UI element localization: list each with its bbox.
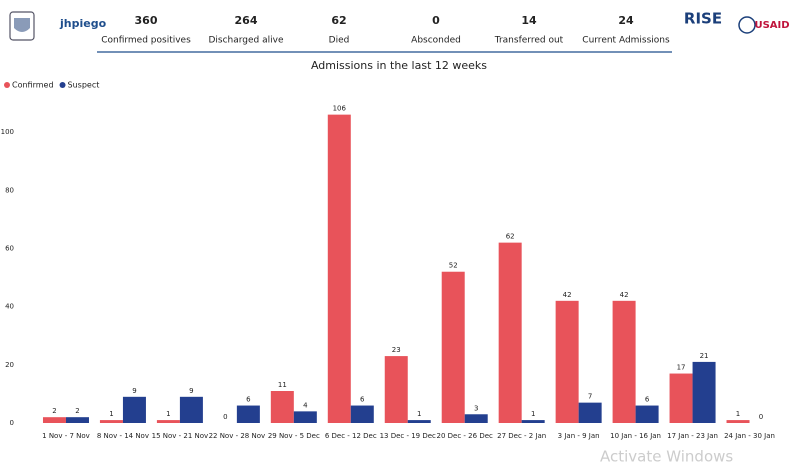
legend-label: Confirmed — [12, 81, 54, 90]
logo-text: RISE — [684, 10, 722, 28]
bar — [555, 300, 579, 423]
value-label: 9 — [132, 387, 136, 395]
value-label: 52 — [449, 262, 458, 270]
y-tick-label: 20 — [5, 361, 14, 369]
bar — [407, 420, 431, 423]
value-label: 7 — [588, 393, 592, 401]
value-label: 0 — [759, 413, 763, 421]
value-label: 4 — [303, 401, 308, 409]
value-label: 3 — [474, 404, 478, 412]
bar — [293, 411, 317, 423]
bar — [464, 414, 488, 423]
logo-text: jhpiego — [59, 17, 107, 30]
value-label: 21 — [700, 352, 709, 360]
value-label: 62 — [506, 233, 515, 241]
value-label: 11 — [278, 381, 287, 389]
logo-text: USAID — [754, 20, 789, 31]
x-tick-label: 6 Dec - 12 Dec — [325, 432, 377, 440]
kpi-value: 264 — [235, 14, 258, 27]
x-tick-label: 17 Jan - 23 Jan — [667, 432, 718, 440]
y-tick-label: 60 — [5, 244, 14, 252]
value-label: 23 — [392, 346, 401, 354]
watermark: Activate Windows — [600, 448, 733, 463]
value-label: 42 — [620, 291, 629, 299]
bar — [327, 114, 351, 424]
value-label: 9 — [189, 387, 193, 395]
kpi-value: 360 — [135, 14, 158, 27]
bar — [692, 361, 716, 423]
value-label: 1 — [109, 410, 113, 418]
bar — [179, 396, 203, 423]
kpi-value: 62 — [331, 14, 346, 27]
bar — [521, 420, 545, 423]
x-tick-label: 8 Nov - 14 Nov — [97, 432, 149, 440]
value-label: 6 — [360, 396, 365, 404]
x-tick-label: 3 Jan - 9 Jan — [558, 432, 600, 440]
x-tick-label: 22 Nov - 28 Nov — [209, 432, 266, 440]
value-label: 1 — [531, 410, 535, 418]
y-tick-label: 80 — [5, 186, 14, 194]
value-label: 1 — [736, 410, 740, 418]
bar — [726, 420, 750, 423]
y-tick-label: 40 — [5, 303, 14, 311]
kpi-label: Discharged alive — [208, 36, 283, 46]
crest-logo — [9, 11, 35, 41]
legend-label: Suspect — [68, 81, 100, 90]
value-label: 0 — [223, 413, 227, 421]
legend-marker — [59, 82, 66, 88]
x-tick-label: 15 Nov - 21 Nov — [152, 432, 209, 440]
x-tick-label: 27 Dec - 2 Jan — [497, 432, 546, 440]
chart-title: Admissions in the last 12 weeks — [311, 59, 487, 72]
kpi-label: Transferred out — [494, 36, 564, 46]
bar — [122, 396, 146, 423]
bar — [65, 417, 89, 423]
value-label: 1 — [417, 410, 421, 418]
bar — [99, 420, 123, 423]
bar — [612, 300, 636, 423]
bar — [270, 391, 294, 423]
bar — [669, 373, 693, 423]
value-label: 106 — [333, 105, 347, 113]
value-label: 6 — [645, 396, 650, 404]
value-label: 2 — [75, 407, 79, 415]
kpi-label: Confirmed positives — [101, 36, 191, 46]
bar — [441, 271, 465, 423]
y-tick-label: 0 — [10, 419, 14, 427]
x-tick-label: 1 Nov - 7 Nov — [42, 432, 90, 440]
x-tick-label: 20 Dec - 26 Dec — [437, 432, 493, 440]
x-tick-label: 13 Dec - 19 Dec — [380, 432, 436, 440]
kpi-value: 0 — [432, 14, 440, 27]
value-label: 17 — [677, 364, 686, 372]
bar — [156, 420, 180, 423]
bar — [384, 356, 408, 423]
x-tick-label: 29 Nov - 5 Dec — [268, 432, 320, 440]
value-label: 1 — [166, 410, 170, 418]
kpi-label: Current Admissions — [582, 36, 670, 46]
kpi-value: 24 — [618, 14, 634, 27]
x-tick-label: 24 Jan - 30 Jan — [724, 432, 775, 440]
x-tick-label: 10 Jan - 16 Jan — [610, 432, 661, 440]
legend-marker — [4, 82, 10, 88]
bar — [635, 405, 659, 423]
kpi-label: Absconded — [411, 36, 461, 46]
bar — [236, 405, 260, 423]
kpi-label: Died — [329, 36, 350, 46]
value-label: 2 — [52, 407, 56, 415]
value-label: 42 — [563, 291, 572, 299]
usaid-seal — [738, 16, 756, 34]
bar — [578, 402, 602, 423]
kpi-value: 14 — [521, 14, 537, 27]
bar — [498, 242, 522, 423]
y-tick-label: 100 — [1, 128, 14, 136]
bar — [42, 417, 66, 423]
bar — [350, 405, 374, 423]
value-label: 6 — [246, 396, 251, 404]
